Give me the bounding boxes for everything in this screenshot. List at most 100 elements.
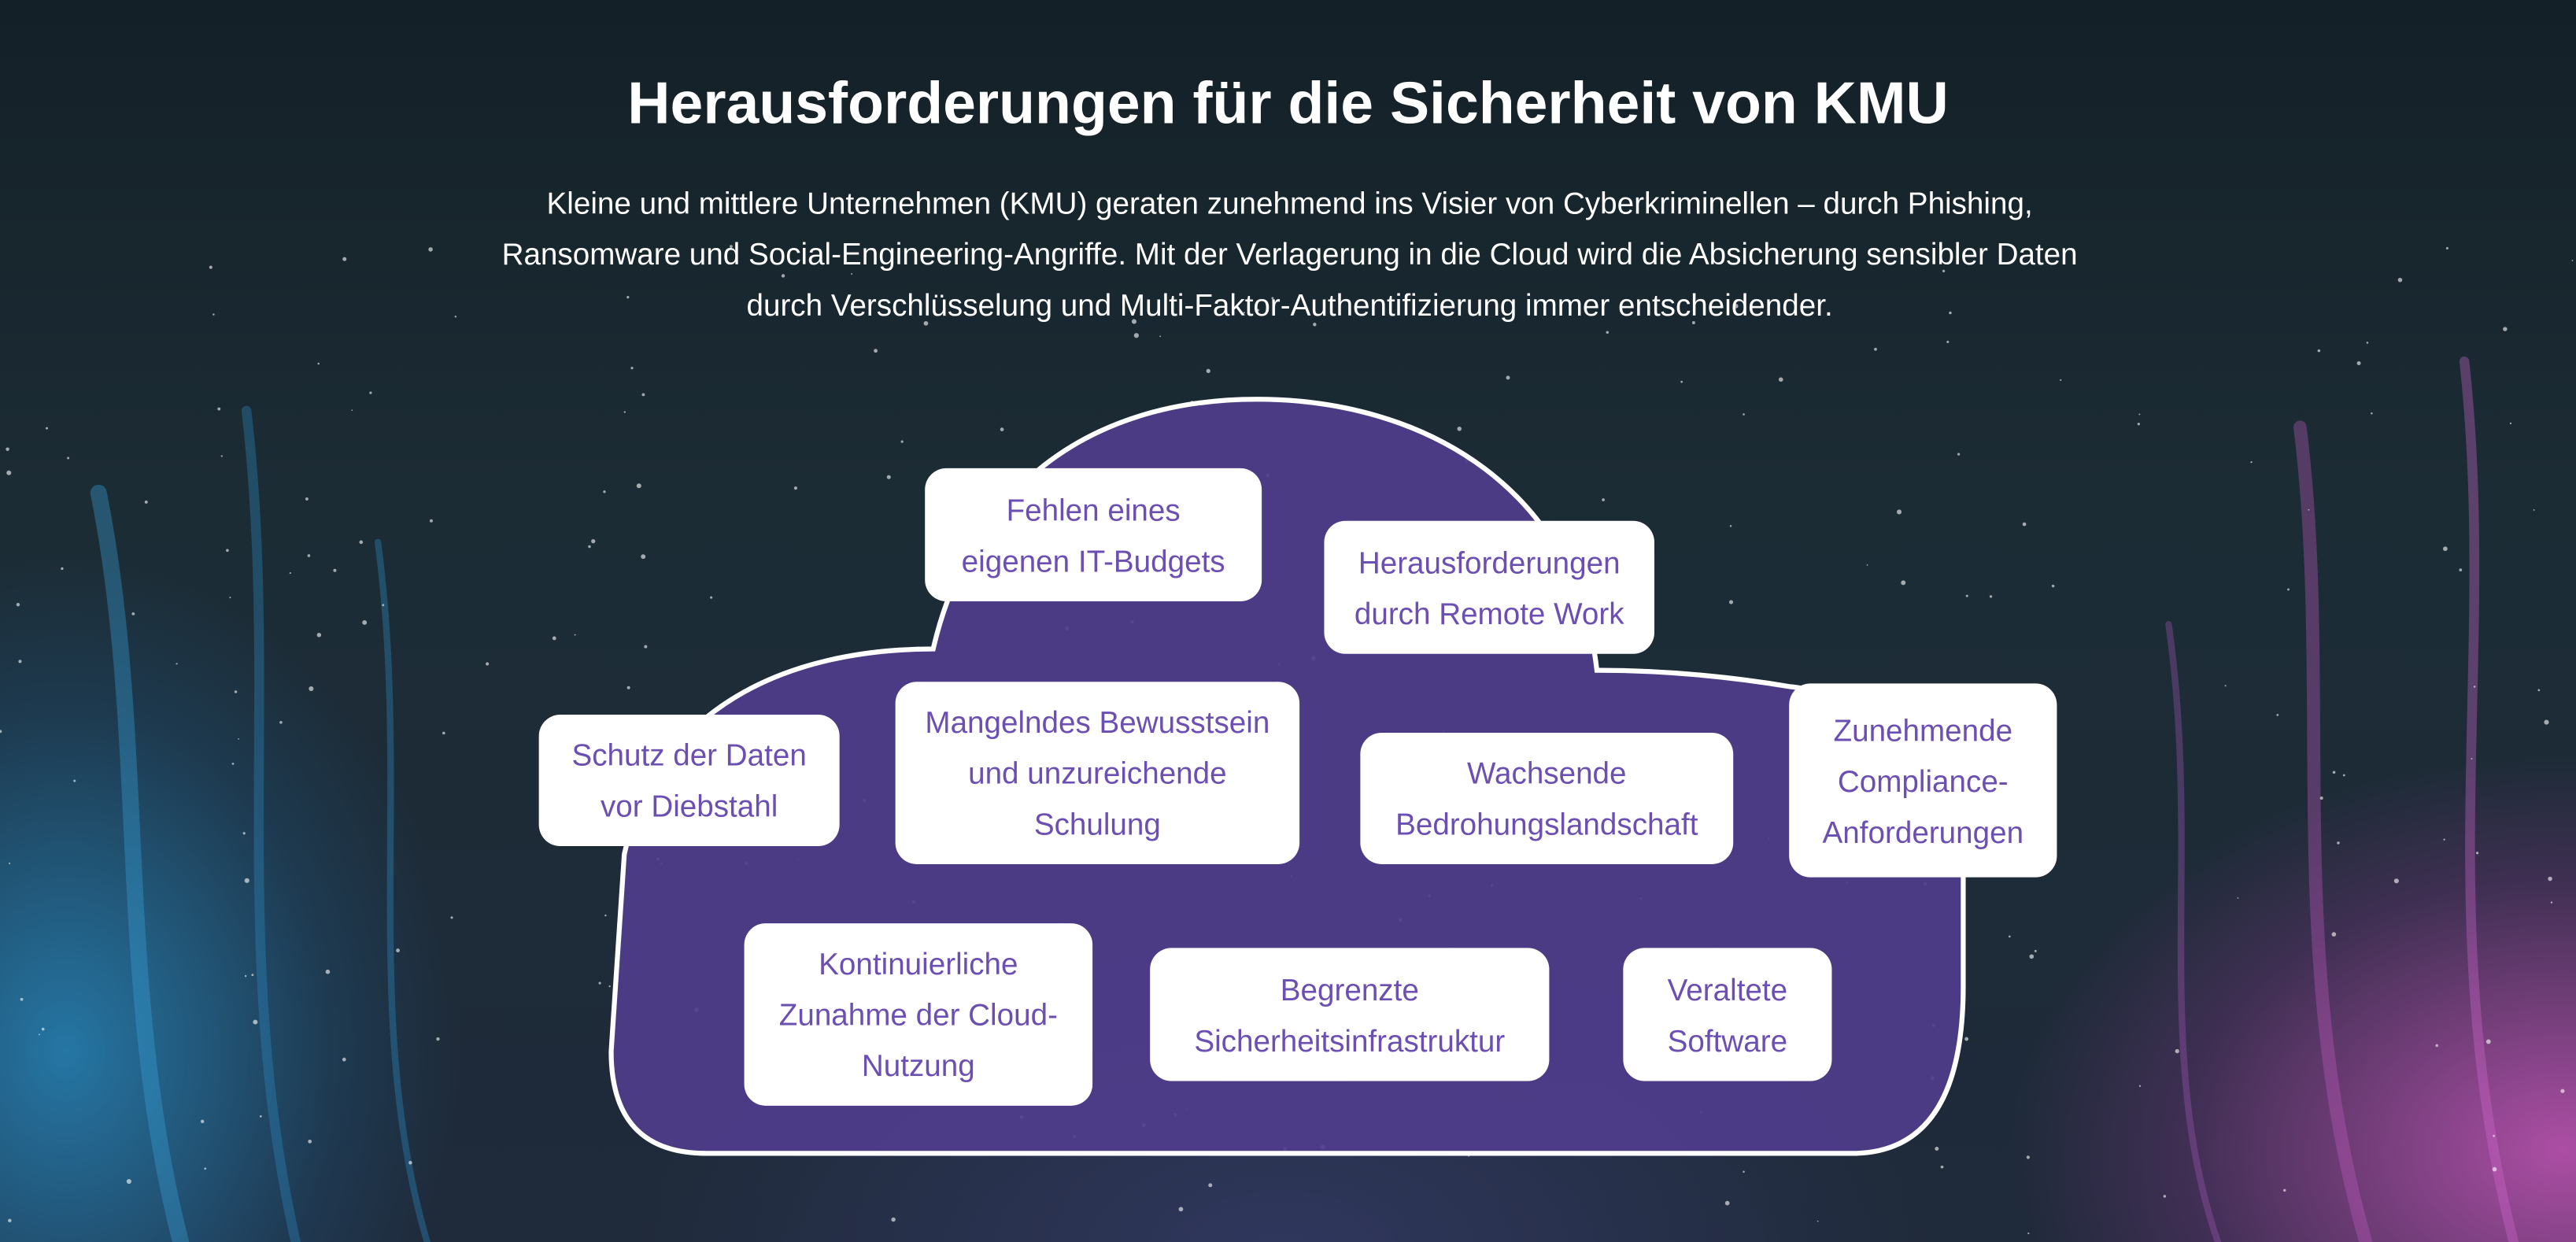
- star: [2475, 852, 2479, 855]
- star: [644, 645, 648, 649]
- star: [20, 997, 24, 1001]
- star: [2027, 1232, 2030, 1235]
- star: [1206, 368, 1210, 373]
- star: [1817, 1220, 1819, 1222]
- star: [217, 407, 221, 411]
- star: [2319, 797, 2323, 800]
- star: [2445, 246, 2448, 250]
- star: [67, 457, 70, 460]
- star: [2509, 422, 2512, 425]
- star: [1964, 1037, 1969, 1041]
- star: [626, 295, 630, 299]
- star: [1506, 375, 1510, 380]
- star: [6, 447, 9, 451]
- star: [598, 981, 601, 985]
- star: [369, 391, 372, 394]
- star: [333, 568, 337, 572]
- challenge-box: Begrenzte Sicherheitsinfrastruktur: [1150, 948, 1550, 1081]
- star: [2503, 327, 2508, 331]
- star: [1965, 594, 1968, 597]
- star: [362, 619, 368, 625]
- star: [6, 470, 12, 475]
- star: [2471, 758, 2473, 760]
- star: [2175, 1048, 2179, 1054]
- star: [238, 738, 239, 740]
- star: [209, 265, 213, 269]
- star: [1778, 377, 1783, 382]
- star: [382, 604, 385, 607]
- star: [2485, 1039, 2491, 1044]
- star: [2138, 413, 2141, 416]
- star: [244, 974, 247, 978]
- challenge-box: Wachsende Bedrohungslandschaft: [1360, 732, 1734, 864]
- star: [710, 596, 713, 599]
- star: [2308, 508, 2310, 511]
- star: [454, 316, 457, 318]
- star: [234, 690, 238, 693]
- star: [2537, 689, 2541, 692]
- star: [1866, 564, 1868, 566]
- star: [351, 409, 353, 412]
- star: [486, 662, 490, 666]
- star: [604, 914, 607, 917]
- star: [1243, 312, 1245, 314]
- star: [2276, 714, 2279, 716]
- star: [308, 1139, 312, 1144]
- star: [342, 257, 347, 261]
- star: [342, 1057, 346, 1062]
- star: [279, 721, 283, 724]
- star: [1271, 297, 1274, 300]
- star: [1606, 331, 1610, 335]
- challenge-box: Schutz der Daten vor Diebstahl: [538, 715, 840, 847]
- star: [1133, 333, 1139, 338]
- star: [2459, 568, 2463, 571]
- star: [41, 1027, 45, 1031]
- star: [289, 572, 291, 575]
- star: [781, 274, 785, 278]
- star: [359, 540, 364, 545]
- star: [2034, 949, 2037, 952]
- star: [307, 554, 311, 557]
- star: [251, 974, 254, 977]
- star: [259, 1115, 262, 1118]
- star: [200, 1119, 205, 1124]
- star: [552, 636, 556, 641]
- star: [442, 731, 445, 735]
- star: [1940, 1165, 1944, 1169]
- star: [2287, 588, 2290, 591]
- star: [1000, 427, 1004, 431]
- star: [2060, 379, 2062, 381]
- star: [2473, 686, 2476, 688]
- star: [900, 440, 904, 443]
- star: [2397, 277, 2403, 283]
- star: [45, 427, 48, 430]
- star: [2356, 361, 2361, 365]
- star: [1159, 335, 1162, 338]
- star: [325, 969, 331, 974]
- star: [588, 545, 591, 549]
- star: [2371, 412, 2373, 415]
- star: [1313, 323, 1317, 327]
- star: [220, 455, 223, 457]
- star: [2493, 1134, 2496, 1137]
- star: [450, 916, 453, 919]
- star: [1897, 509, 1902, 515]
- star: [874, 349, 878, 353]
- star: [1178, 1207, 1184, 1212]
- star: [1949, 311, 1952, 315]
- star: [1957, 453, 1961, 456]
- star: [923, 320, 929, 326]
- star: [253, 1019, 258, 1025]
- star: [2022, 522, 2027, 527]
- star: [2332, 771, 2336, 774]
- challenge-box: Veraltete Software: [1623, 948, 1832, 1081]
- star: [591, 538, 596, 544]
- star: [436, 1037, 440, 1041]
- star: [1724, 1200, 1730, 1206]
- star: [9, 862, 11, 864]
- star: [891, 1217, 896, 1222]
- star: [1901, 580, 1906, 586]
- star: [1989, 595, 1993, 598]
- star: [730, 245, 733, 248]
